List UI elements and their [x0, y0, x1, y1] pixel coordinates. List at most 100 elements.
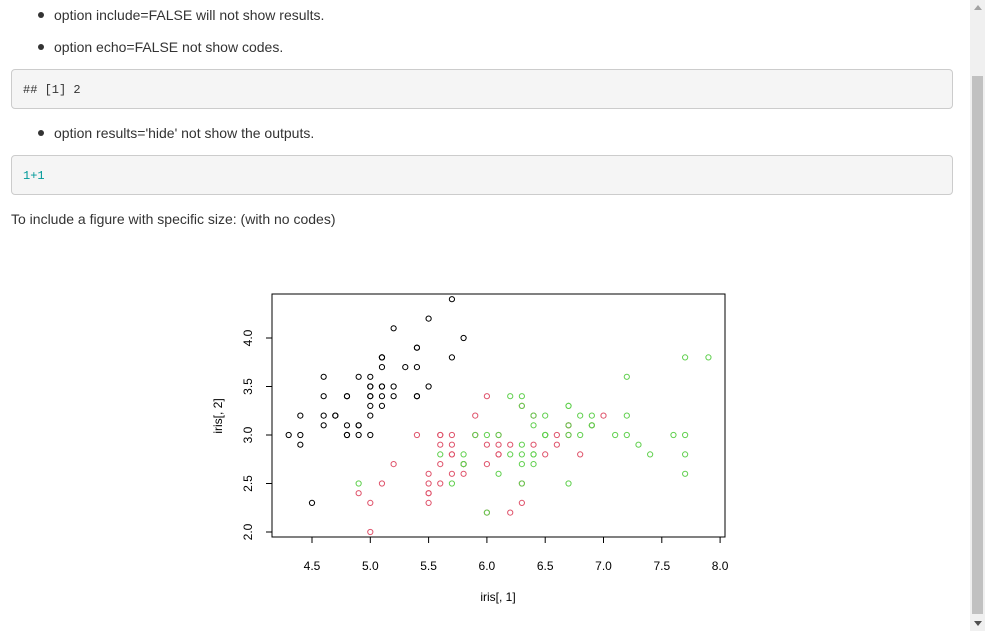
data-point [577, 451, 584, 458]
data-point [460, 470, 467, 477]
scroll-thumb[interactable] [972, 76, 983, 614]
vertical-scrollbar[interactable] [970, 0, 985, 631]
paragraph-text: To include a figure with specific size: … [11, 211, 336, 227]
scroll-up-icon [974, 5, 982, 10]
scroll-down-button[interactable] [970, 616, 985, 631]
data-point [635, 441, 642, 448]
data-point [390, 393, 397, 400]
scroll-up-button[interactable] [970, 0, 985, 15]
data-point [297, 441, 304, 448]
data-point [483, 461, 490, 468]
data-point [285, 431, 292, 439]
data-point [542, 451, 549, 458]
data-point [390, 461, 397, 468]
data-point [448, 480, 456, 487]
data-point [355, 490, 362, 497]
data-point [518, 499, 525, 506]
data-point [623, 412, 630, 419]
data-point [355, 373, 362, 380]
data-point [425, 499, 432, 506]
data-point [308, 499, 316, 506]
data-point [530, 412, 537, 419]
data-point [448, 354, 456, 361]
data-point [343, 393, 351, 400]
data-point [320, 373, 327, 380]
data-point [565, 431, 572, 439]
data-point [518, 441, 525, 448]
data-point [413, 431, 421, 439]
data-point [472, 431, 479, 439]
data-point [577, 431, 584, 439]
data-point [378, 383, 386, 390]
data-point [600, 412, 607, 419]
data-point [682, 470, 689, 477]
output-block: ## [1] 2 [11, 69, 953, 109]
data-point [565, 480, 572, 487]
x-tick-label: 5.0 [362, 559, 379, 573]
data-point [518, 480, 525, 487]
data-point [483, 431, 490, 439]
data-point [367, 383, 374, 390]
data-point [542, 412, 549, 419]
data-point [460, 461, 467, 468]
data-point [367, 373, 374, 380]
data-point [507, 393, 514, 400]
data-point [518, 461, 525, 468]
data-point [623, 373, 630, 380]
y-tick-label: 3.5 [241, 378, 255, 395]
data-point [472, 412, 479, 419]
options-list: option include=FALSE will not show resul… [38, 5, 324, 57]
data-point [413, 364, 421, 371]
y-tick-label: 2.5 [241, 475, 255, 492]
data-point [448, 451, 456, 458]
data-point [542, 431, 549, 439]
data-point [577, 412, 584, 419]
list-item: option echo=FALSE not show codes. [38, 37, 324, 57]
data-point [483, 441, 490, 448]
data-point [378, 354, 386, 361]
x-tick-label: 7.0 [595, 559, 612, 573]
data-point [367, 499, 374, 506]
data-point [425, 383, 432, 390]
data-point [343, 422, 351, 429]
data-point [437, 480, 444, 487]
data-point [437, 441, 444, 448]
y-tick-label: 3.0 [241, 426, 255, 443]
data-point [355, 431, 362, 439]
data-point [530, 422, 537, 429]
x-tick-label: 6.0 [479, 559, 496, 573]
data-point [518, 402, 525, 410]
data-point [355, 422, 362, 429]
data-point [483, 393, 490, 400]
data-point [460, 451, 467, 458]
data-point [402, 364, 409, 371]
data-point [367, 431, 374, 439]
data-point [553, 441, 560, 448]
data-point [367, 393, 374, 400]
data-point [495, 431, 502, 439]
data-point [367, 402, 374, 410]
data-point [320, 393, 327, 400]
y-axis-label: iris[, 2] [211, 398, 225, 433]
data-point [507, 441, 514, 448]
x-axis-label: iris[, 1] [480, 590, 515, 604]
data-point [437, 461, 444, 468]
data-point [647, 451, 654, 458]
data-point [425, 315, 432, 322]
data-point [448, 296, 456, 303]
data-point [425, 490, 432, 497]
data-point [507, 509, 514, 516]
data-point [297, 412, 304, 419]
data-point [355, 480, 362, 487]
data-point [588, 422, 595, 429]
data-points [285, 296, 712, 536]
data-point [367, 412, 374, 419]
list-item: option include=FALSE will not show resul… [38, 5, 324, 25]
x-axis: 4.5 5.0 5.5 6.0 6.5 7.0 7.5 8.0 [304, 537, 729, 573]
data-point [530, 461, 537, 468]
data-point [670, 431, 677, 439]
data-point [425, 470, 432, 477]
y-tick-label: 4.0 [241, 329, 255, 346]
data-point [343, 431, 351, 439]
